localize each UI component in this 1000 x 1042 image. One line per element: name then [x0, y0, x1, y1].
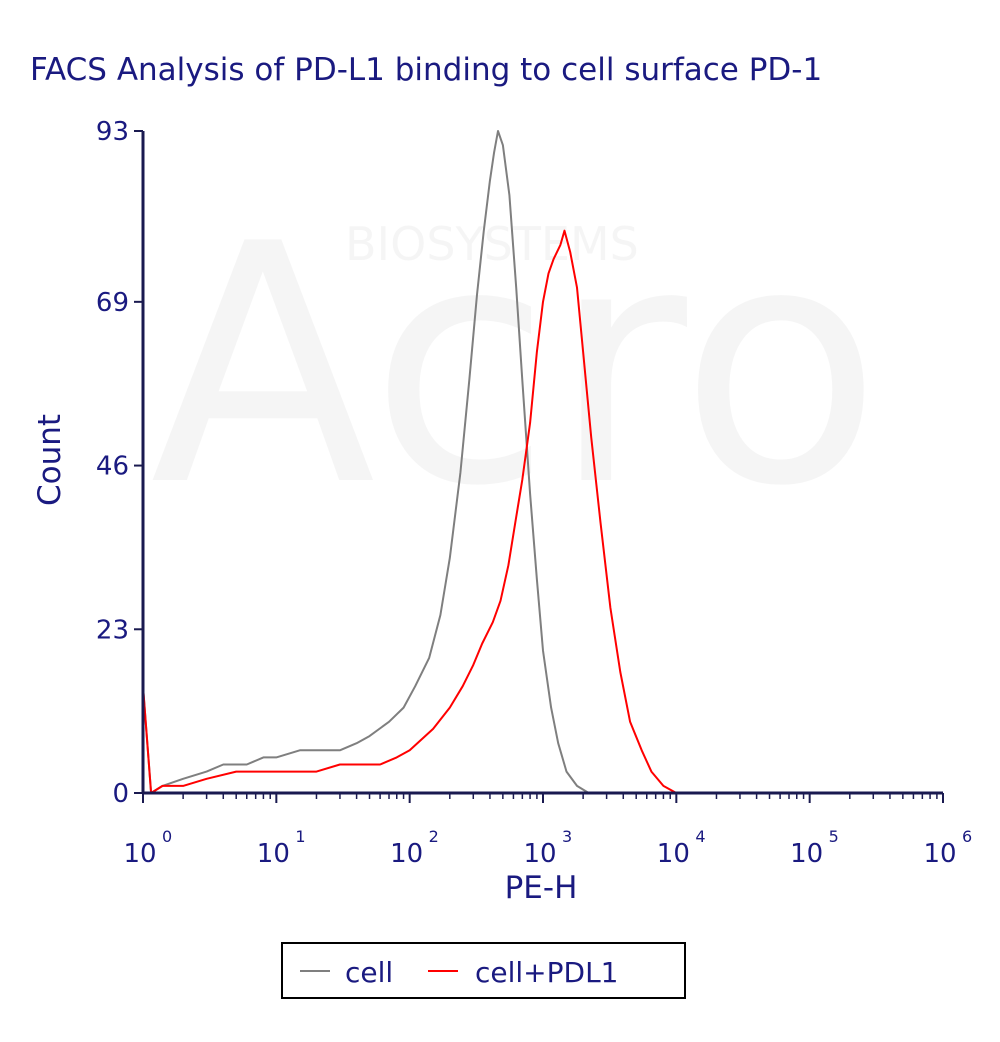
y-tick-label-93: 93 — [96, 117, 129, 147]
legend-box — [281, 942, 686, 999]
y-tick-label-0: 0 — [112, 779, 129, 809]
x-tick-exponent-2: 2 — [429, 827, 439, 846]
legend-label-cell-pdl1: cell+PDL1 — [475, 956, 619, 989]
x-tick-exponent-4: 4 — [695, 827, 705, 846]
watermark: Acro BIOSYSTEMS — [150, 174, 882, 558]
legend: cell cell+PDL1 — [281, 942, 686, 999]
chart-title: FACS Analysis of PD-L1 binding to cell s… — [30, 52, 822, 88]
x-tick-label-1e5: 10 — [790, 839, 823, 869]
x-tick-label-1e3: 10 — [523, 839, 556, 869]
x-tick-exponent-1: 1 — [295, 827, 305, 846]
x-tick-label-1e0: 10 — [123, 839, 156, 869]
x-axis-title: PE-H — [505, 870, 578, 906]
watermark-tagline: BIOSYSTEMS — [345, 217, 639, 271]
x-tick-exponent-3: 3 — [562, 827, 572, 846]
legend-label-cell: cell — [345, 956, 393, 989]
x-tick-exponent-0: 0 — [162, 827, 172, 846]
series-layer — [142, 130, 692, 794]
series-line-cell — [142, 130, 599, 794]
y-tick-label-23: 23 — [96, 615, 129, 645]
x-tick-label-1e2: 10 — [390, 839, 423, 869]
x-tick-label-1e1: 10 — [257, 839, 290, 869]
y-tick-label-69: 69 — [96, 288, 129, 318]
x-tick-label-1e4: 10 — [657, 839, 690, 869]
y-axis-title: Count — [32, 414, 68, 506]
series-line-cell-pdl1 — [142, 229, 692, 794]
x-tick-exponent-6: 6 — [962, 827, 972, 846]
x-tick-label-1e6: 10 — [923, 839, 956, 869]
x-tick-exponent-5: 5 — [829, 827, 839, 846]
y-tick-label-46: 46 — [96, 452, 129, 482]
axes: 0 23 46 69 93 10 0 10 1 10 2 10 3 10 4 10 5 10 6 — [96, 117, 972, 869]
